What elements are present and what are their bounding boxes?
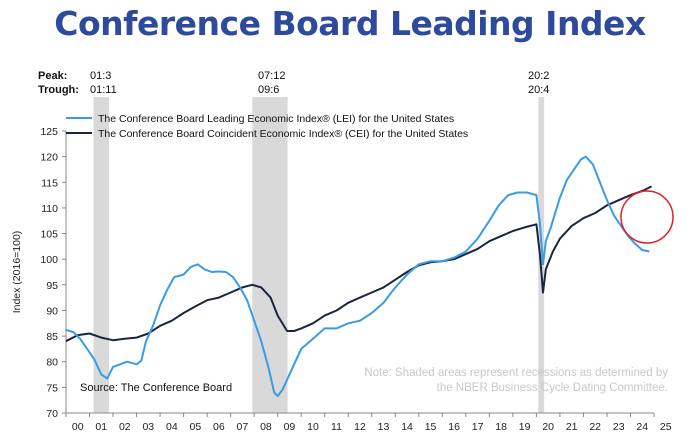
y-tick-label: 85 — [46, 331, 58, 343]
page-title: Conference Board Leading Index — [54, 4, 646, 43]
y-tick-label: 115 — [41, 177, 58, 189]
x-tick-label: 11 — [331, 421, 342, 433]
x-tick-label: 01 — [95, 421, 107, 433]
trough-date-2: 09:6 — [258, 84, 279, 96]
peak-label: Peak: — [38, 70, 67, 82]
trough-date-3: 20:4 — [528, 84, 549, 96]
x-tick-label: 05 — [190, 421, 202, 433]
x-tick-label: 04 — [166, 421, 178, 433]
x-tick-label: 16 — [448, 421, 460, 433]
y-axis-title: Index (2016=100) — [11, 231, 23, 314]
y-axis: 70 75 80 85 90 95 100 105 110 115 120 125 — [40, 126, 67, 420]
x-tick-label: 02 — [119, 421, 131, 433]
x-tick-label: 03 — [142, 421, 154, 433]
x-tick-label: 12 — [354, 421, 366, 433]
series-lines — [65, 155, 653, 398]
highlight-circle — [620, 190, 674, 244]
y-tick-label: 70 — [46, 408, 58, 420]
y-tick-label: 75 — [46, 382, 58, 394]
x-tick-label: 18 — [495, 421, 507, 433]
recession-band-1 — [93, 97, 110, 413]
x-tick-label: 22 — [589, 421, 601, 433]
peak-date-2: 07:12 — [258, 70, 286, 82]
y-tick-label: 100 — [40, 254, 58, 266]
legend: The Conference Board Leading Economic In… — [66, 113, 468, 140]
series-line-lei — [65, 155, 650, 398]
x-tick-label: 21 — [566, 421, 578, 433]
x-tick-label: 20 — [542, 421, 554, 433]
y-tick-label: 80 — [46, 357, 58, 369]
x-tick-label: 06 — [213, 421, 225, 433]
y-tick-label: 95 — [46, 280, 58, 292]
x-tick-label: 00 — [72, 421, 84, 433]
legend-label-lei: The Conference Board Leading Economic In… — [98, 113, 454, 125]
x-tick-label: 17 — [472, 421, 484, 433]
x-tick-label: 25 — [660, 421, 672, 433]
x-tick-label: 19 — [519, 421, 531, 433]
recession-bands — [93, 97, 545, 413]
trough-label: Trough: — [38, 84, 79, 96]
peak-date-3: 20:2 — [528, 70, 549, 82]
trough-date-1: 01:11 — [90, 84, 117, 96]
recession-band-3 — [538, 97, 545, 413]
x-tick-label: 15 — [425, 421, 437, 433]
source-text: Source: The Conference Board — [80, 382, 232, 394]
x-tick-label: 08 — [260, 421, 272, 433]
x-tick-label: 07 — [237, 421, 249, 433]
y-tick-label: 125 — [40, 126, 58, 138]
y-tick-label: 105 — [40, 229, 58, 241]
x-tick-label: 14 — [401, 421, 413, 433]
note-line-2: the NBER Business Cycle Dating Committee… — [437, 382, 668, 394]
x-axis: 00 01 02 03 04 05 06 07 08 09 10 11 12 13 14 15 16 17 18 19… — [65, 412, 672, 433]
y-tick-label: 120 — [40, 152, 58, 164]
note-line-1: Note: Shaded areas represent recessions … — [364, 367, 668, 379]
x-tick-label: 09 — [284, 421, 296, 433]
y-tick-label: 110 — [41, 203, 58, 215]
y-tick-label: 90 — [46, 305, 58, 317]
x-tick-label: 10 — [307, 421, 319, 433]
x-tick-label: 13 — [378, 421, 390, 433]
x-tick-label: 24 — [636, 421, 648, 433]
recession-band-2 — [252, 97, 288, 413]
legend-label-cei: The Conference Board Coincident Economic… — [98, 128, 468, 140]
series-line-cei — [65, 185, 653, 343]
x-tick-label: 23 — [613, 421, 625, 433]
peak-date-1: 01:3 — [90, 70, 111, 82]
